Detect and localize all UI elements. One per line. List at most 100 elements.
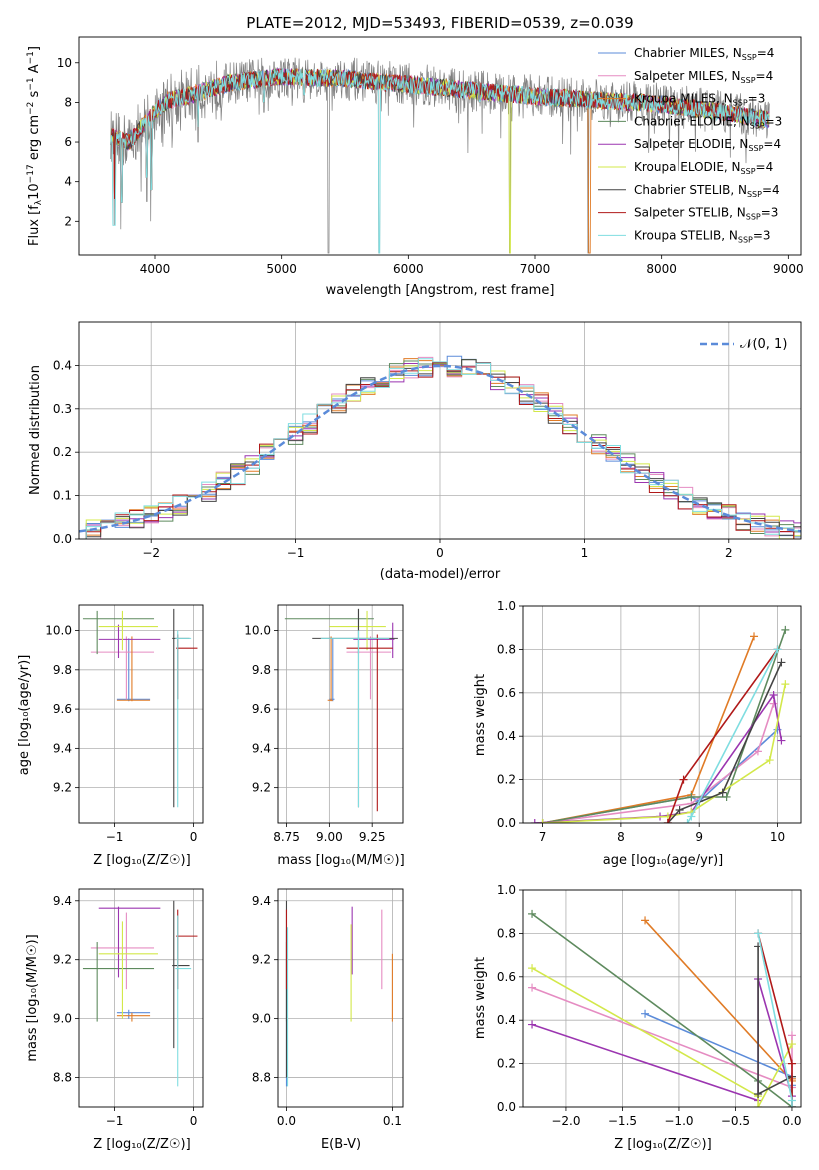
x-tick-label: −1 [106, 1114, 124, 1128]
y-tick-label: 10 [57, 56, 72, 70]
y-tick-label: 9.2 [252, 953, 271, 967]
y-tick-label: 0.0 [497, 816, 516, 830]
marker-chabrier_elodie [722, 792, 731, 801]
spectrum-lines [110, 57, 770, 254]
residual-legend: 𝒩(0, 1) [700, 337, 787, 352]
y-tick-label: 0.8 [497, 926, 516, 940]
marker-kroupa_miles [750, 632, 759, 641]
marker-kroupa_stelib [687, 812, 696, 821]
x-tick-label: 2 [725, 546, 733, 560]
series-kroupa_elodie [531, 967, 793, 1107]
marker-salpeter_miles [787, 1031, 796, 1040]
model-spectrum-kroupa_stelib [110, 67, 770, 254]
x-tick-label: 5000 [266, 262, 297, 276]
mass-vs-metallicity-panel: −1 0 8.8 9.0 9.2 9.4 Z [log₁₀(Z/Z☉)] mass [lo… [25, 888, 204, 1152]
mass-vs-ebv-panel: 0.0 0.1 8.8 9.0 9.2 9.4 E(B-V) [252, 888, 404, 1152]
y-tick-label: 9.6 [53, 702, 72, 716]
normal-legend-label: 𝒩(0, 1) [740, 337, 787, 352]
y-tick-label: 9.8 [53, 663, 72, 677]
weight-vs-age-ylabel: mass weight [473, 674, 488, 756]
y-tick-label: 9.6 [252, 702, 271, 716]
x-tick-label: −2.0 [551, 1114, 580, 1128]
y-tick-label: 8.8 [252, 1071, 271, 1085]
marker-kroupa_stelib [787, 1103, 796, 1107]
y-tick-label: 9.0 [53, 1012, 72, 1026]
legend-label: Chabrier ELODIE, NSSP=3 [634, 114, 782, 130]
mass-vs-ebv-xlabel: E(B-V) [321, 1137, 361, 1152]
x-tick-label: −1.0 [664, 1114, 693, 1128]
axes-frame [522, 889, 802, 1108]
axes-frame [78, 321, 802, 540]
marker-salpeter_elodie [769, 690, 778, 699]
x-tick-label: −2 [142, 546, 160, 560]
series-chabrier_miles [542, 729, 779, 823]
x-tick-label: 0 [190, 830, 198, 844]
y-tick-label: 0.3 [53, 402, 72, 416]
y-tick-label: 9.4 [53, 894, 72, 908]
y-tick-label: 0.8 [497, 642, 516, 656]
legend-label: Chabrier MILES, NSSP=4 [634, 46, 774, 62]
marker-kroupa_elodie [538, 819, 547, 823]
marker-chabrier_miles [641, 1009, 650, 1018]
marker-salpeter_miles [753, 747, 762, 756]
x-tick-label: −0.5 [721, 1114, 750, 1128]
residual-plot-area: −2 −1 0 1 2 0.0 0.1 0.2 0.3 0.4 [53, 321, 802, 560]
age-vs-metallicity-plot-area: −1 0 9.2 9.4 9.6 9.8 10.0 [45, 604, 204, 844]
y-tick-label: 9.8 [252, 663, 271, 677]
weight-lines [530, 625, 790, 823]
x-tick-label: 7000 [520, 262, 551, 276]
weight-vs-metallicity-ylabel: mass weight [473, 957, 488, 1039]
age-vs-metallicity-xlabel: Z [log₁₀(Z/Z☉)] [93, 853, 190, 868]
y-tick-label: 0.2 [53, 445, 72, 459]
errorbars [284, 608, 398, 812]
mass-vs-metallicity-ylabel: mass [log₁₀(M/M☉)] [25, 934, 40, 1061]
y-tick-label: 9.0 [252, 1012, 271, 1026]
y-tick-label: 9.4 [252, 741, 271, 755]
mass-vs-metallicity-plot-area: −1 0 8.8 9.0 9.2 9.4 [53, 888, 204, 1128]
series-chabrier_stelib [757, 946, 793, 1107]
marker-kroupa_stelib [683, 819, 692, 823]
age-vs-mass-panel: 8.75 9.00 9.25 9.2 9.4 9.6 9.8 10.0 mass [log₁₀… [244, 604, 405, 868]
spectrum-panel: PLATE=2012, MJD=53493, FIBERID=0539, z=0… [26, 14, 804, 298]
marker-kroupa_elodie [754, 1103, 763, 1107]
series-chabrier_elodie [542, 629, 787, 823]
y-tick-label: 4 [64, 175, 72, 189]
y-tick-label: 0.4 [497, 729, 516, 743]
y-tick-label: 0.2 [497, 773, 516, 787]
y-tick-label: 10.0 [244, 624, 271, 638]
marker-kroupa_elodie [765, 756, 774, 765]
marker-chabrier_elodie [781, 625, 790, 634]
y-tick-label: 9.2 [53, 781, 72, 795]
axes-frame [78, 888, 204, 1108]
errorbars [82, 900, 198, 1087]
marker-chabrier_stelib [675, 805, 684, 814]
x-tick-label: 9000 [773, 262, 804, 276]
legend-label: Kroupa ELODIE, NSSP=4 [634, 160, 773, 176]
spectrum-xlabel: wavelength [Angstrom, rest frame] [326, 283, 555, 298]
marker-salpeter_stelib [663, 819, 672, 823]
y-tick-label: 2 [64, 214, 72, 228]
x-tick-label: 8 [617, 830, 625, 844]
mass-vs-metallicity-xlabel: Z [log₁₀(Z/Z☉)] [93, 1137, 190, 1152]
axes-frame [522, 605, 802, 824]
errorbars [285, 900, 393, 1087]
residual-xlabel: (data-model)/error [380, 567, 501, 582]
marker-chabrier_elodie [528, 909, 537, 918]
y-tick-label: 9.2 [53, 953, 72, 967]
legend-label: Kroupa MILES, NSSP=3 [634, 92, 765, 108]
y-tick-label: 1.0 [497, 883, 516, 897]
y-tick-label: 0.0 [53, 532, 72, 546]
marker-salpeter_stelib [787, 1059, 796, 1068]
weight-lines [528, 909, 796, 1107]
weight-vs-age-plot-area: 7 8 9 10 0.0 0.2 0.4 0.6 0.8 1.0 [497, 599, 802, 844]
x-tick-label: −1.5 [608, 1114, 637, 1128]
y-tick-label: 0.4 [497, 1013, 516, 1027]
y-tick-label: 10.0 [45, 624, 72, 638]
x-tick-label: 0.0 [277, 1114, 296, 1128]
age-vs-metallicity-ylabel: age [log₁₀(age/yr)] [17, 655, 32, 776]
residual-panel: −2 −1 0 1 2 0.0 0.1 0.2 0.3 0.4 𝒩(0, 1) (data-mod… [28, 321, 802, 582]
x-tick-label: −1 [287, 546, 305, 560]
x-tick-label: 8000 [646, 262, 677, 276]
y-tick-label: 0.0 [497, 1100, 516, 1114]
y-tick-label: 0.6 [497, 970, 516, 984]
